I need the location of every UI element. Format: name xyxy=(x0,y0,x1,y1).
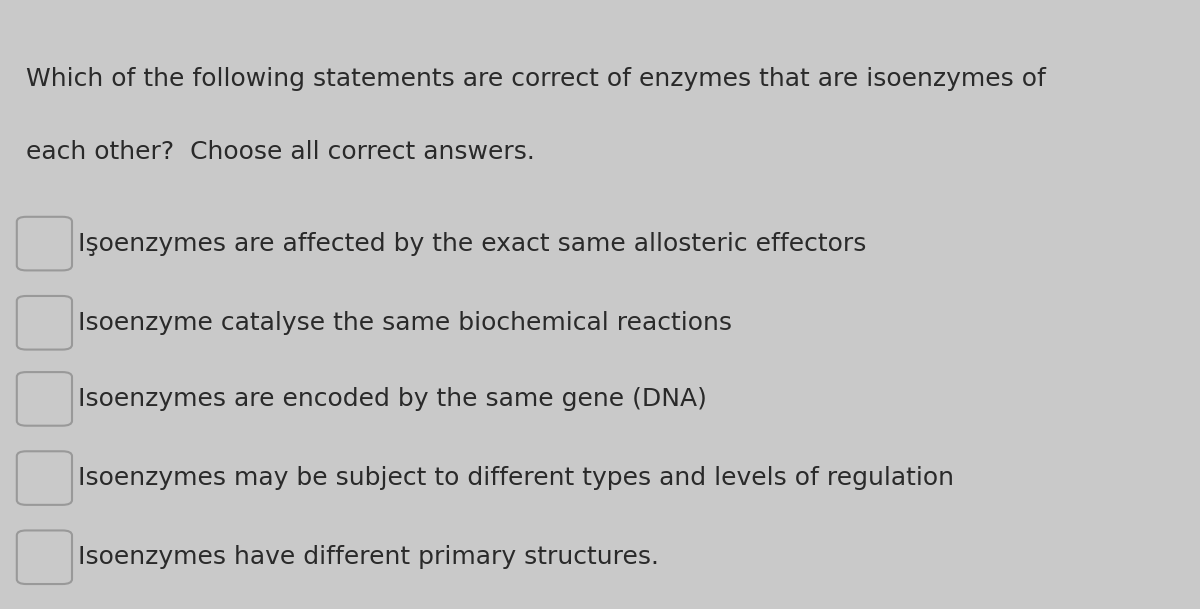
Text: each other?  Choose all correct answers.: each other? Choose all correct answers. xyxy=(26,140,535,164)
Text: Isoenzyme catalyse the same biochemical reactions: Isoenzyme catalyse the same biochemical … xyxy=(78,311,732,335)
Text: Isoenzymes may be subject to different types and levels of regulation: Isoenzymes may be subject to different t… xyxy=(78,466,954,490)
Text: Which of the following statements are correct of enzymes that are isoenzymes of: Which of the following statements are co… xyxy=(26,67,1046,91)
Text: Isoenzymes have different primary structures.: Isoenzymes have different primary struct… xyxy=(78,545,659,569)
Text: Isoenzymes are encoded by the same gene (DNA): Isoenzymes are encoded by the same gene … xyxy=(78,387,707,411)
Text: Işoenzymes are affected by the exact same allosteric effectors: Işoenzymes are affected by the exact sam… xyxy=(78,231,866,256)
